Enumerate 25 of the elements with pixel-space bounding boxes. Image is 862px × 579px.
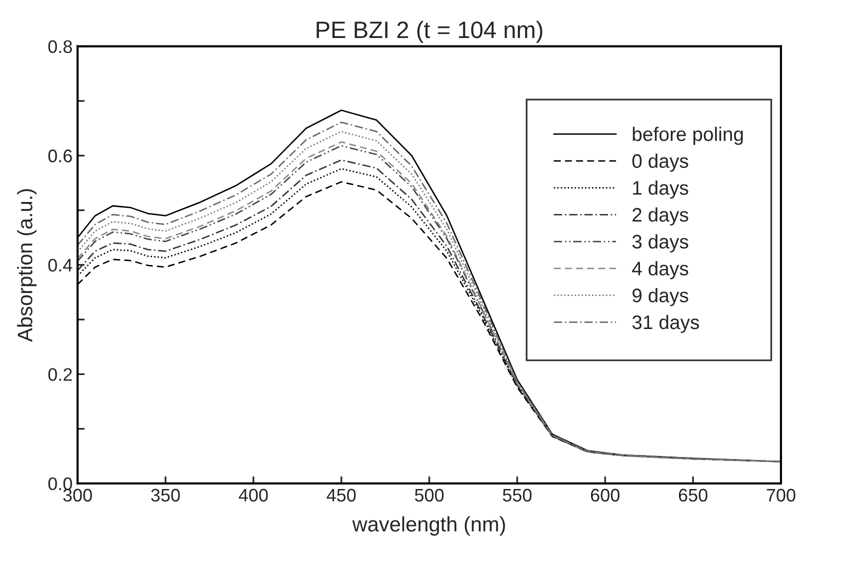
x-tick-label: 700 bbox=[766, 488, 796, 502]
legend-label: 1 days bbox=[633, 180, 688, 199]
y-axis-title: Absorption (a.u.) bbox=[17, 189, 37, 342]
y-tick-label: 0.8 bbox=[48, 40, 72, 54]
legend-label: 4 days bbox=[632, 261, 688, 280]
legend-label: before poling bbox=[632, 126, 743, 145]
x-tick-label: 550 bbox=[502, 488, 532, 502]
x-tick-label: 300 bbox=[63, 488, 92, 502]
y-tick-label: 0.6 bbox=[48, 150, 72, 162]
x-tick-label: 650 bbox=[678, 488, 708, 502]
x-tick-label: 500 bbox=[414, 488, 444, 502]
legend-label: 2 days bbox=[632, 207, 688, 226]
legend-label: 3 days bbox=[632, 234, 688, 252]
x-tick-label: 400 bbox=[238, 488, 268, 502]
x-tick-label: 350 bbox=[151, 488, 180, 502]
x-tick-label: 600 bbox=[590, 488, 620, 502]
y-tick-label: 0.4 bbox=[48, 258, 72, 272]
x-tick-label: 450 bbox=[326, 488, 356, 502]
legend-label: 31 days bbox=[632, 314, 700, 334]
x-axis-title: wavelength (nm) bbox=[352, 516, 505, 536]
y-tick-label: 0.0 bbox=[48, 477, 72, 490]
legend-label: 0 days bbox=[632, 154, 688, 172]
chart-title: PE BZI 2 (t = 104 nm) bbox=[316, 20, 542, 43]
legend-label: 9 days bbox=[632, 288, 688, 306]
y-tick-label: 0.2 bbox=[48, 368, 72, 381]
